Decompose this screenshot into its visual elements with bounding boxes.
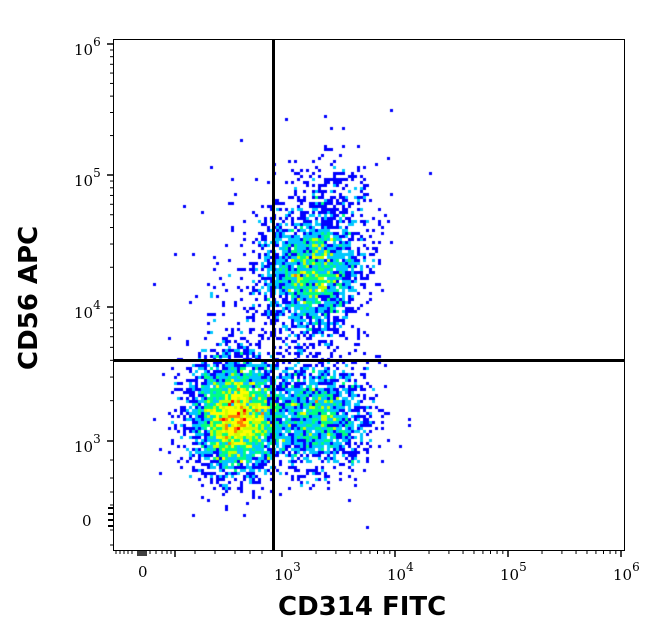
tick-label: 106 — [74, 35, 101, 59]
tick-label: 103 — [274, 560, 301, 584]
tick-label: 104 — [387, 560, 414, 584]
plot-area — [113, 39, 625, 551]
y-axis-title: CD56 APC — [14, 225, 44, 370]
tick-label: 105 — [74, 166, 101, 190]
quadrant-gate-vertical[interactable] — [272, 39, 275, 551]
density-dot-plot — [114, 40, 624, 550]
quadrant-gate-horizontal[interactable] — [113, 359, 625, 362]
tick-label: 105 — [500, 560, 527, 584]
tick-label: 0 — [82, 512, 92, 530]
tick-label: 0 — [138, 563, 148, 581]
tick-label: 106 — [613, 560, 640, 584]
x-axis-title: CD314 FITC — [278, 592, 447, 622]
tick-label: 103 — [74, 432, 101, 456]
tick-label: 104 — [74, 298, 101, 322]
